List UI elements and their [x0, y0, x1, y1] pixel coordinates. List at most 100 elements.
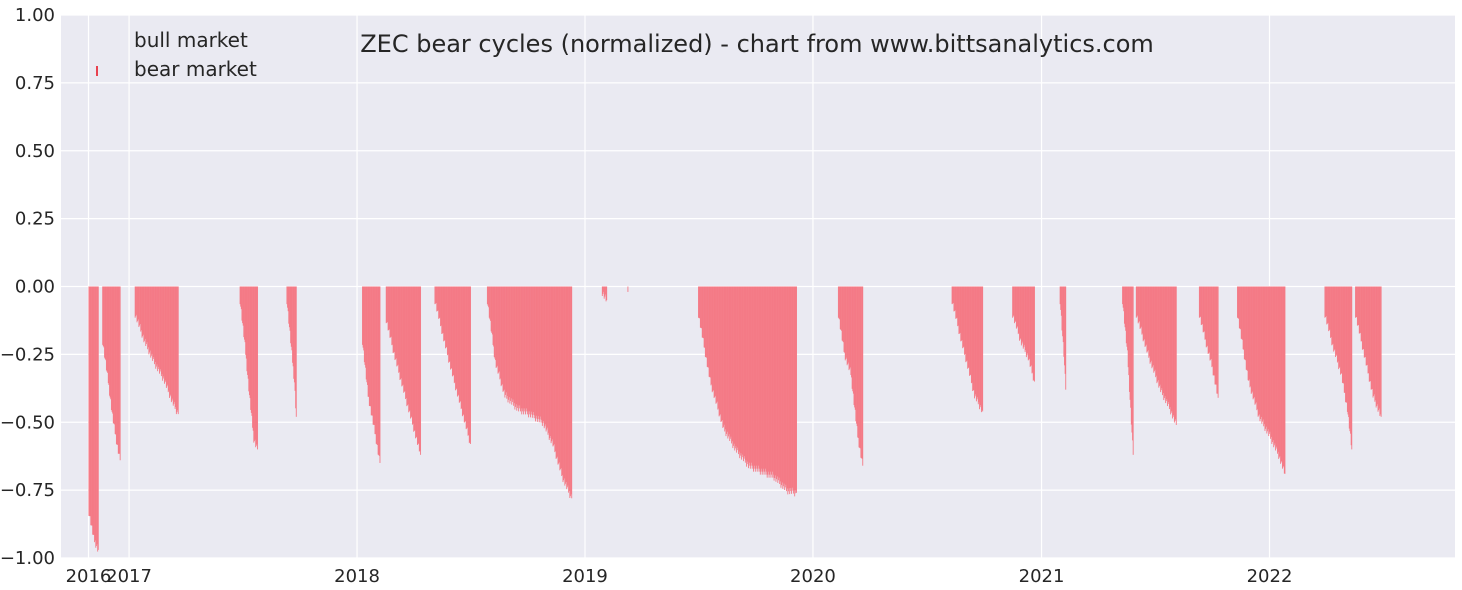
bear-bar: [1248, 286, 1250, 380]
bear-bar: [1168, 286, 1170, 410]
bear-bar: [965, 286, 967, 363]
bear-bar: [1270, 286, 1272, 439]
bear-bar: [503, 286, 505, 390]
bear-bar: [708, 286, 710, 377]
bear-bar: [1255, 286, 1257, 403]
bear-bar: [1142, 286, 1143, 334]
bear-bar: [1016, 286, 1018, 328]
bear-bar: [1341, 286, 1343, 374]
bear-bar: [410, 286, 412, 418]
bear-bar: [164, 286, 166, 383]
bear-bar: [174, 286, 175, 402]
bear-bar: [508, 286, 510, 400]
bear-bar: [754, 286, 756, 472]
bear-bar: [248, 286, 250, 396]
bear-bar: [525, 286, 527, 412]
bear-bar: [1330, 286, 1332, 338]
bear-bar: [1169, 286, 1171, 408]
bear-bar: [563, 286, 565, 479]
bear-bar: [1129, 286, 1131, 400]
bear-bar: [958, 286, 960, 335]
bear-bar: [1258, 286, 1260, 416]
bear-bar: [528, 286, 530, 418]
bear-bar: [451, 286, 453, 369]
bear-bar: [722, 286, 724, 428]
bear-bar: [506, 286, 508, 397]
bear-bar: [714, 286, 716, 396]
bear-bar: [1260, 286, 1262, 420]
bear-bar: [770, 286, 772, 478]
bear-bar: [523, 286, 525, 412]
bear-bar: [854, 286, 856, 408]
bear-bar: [553, 286, 555, 446]
bear-bar: [162, 286, 164, 379]
bear-bar: [959, 286, 961, 334]
bear-bar: [548, 286, 550, 433]
bear-bar: [1238, 286, 1240, 329]
bear-bar: [550, 286, 552, 444]
bear-bar: [571, 286, 573, 499]
bear-bar: [97, 286, 99, 552]
bear-bar: [518, 286, 520, 409]
bear-bar: [965, 286, 967, 362]
bear-bar: [495, 286, 496, 361]
bear-bar: [839, 286, 841, 330]
bear-bar: [442, 286, 444, 333]
bear-bar: [555, 286, 556, 452]
y-tick-label: 0.00: [15, 277, 55, 298]
bear-bar: [1018, 286, 1020, 333]
bear-bar: [445, 286, 446, 349]
bear-bar: [497, 286, 499, 374]
bear-bar: [1150, 286, 1152, 363]
bear-bar: [407, 286, 409, 405]
bear-bar: [720, 286, 722, 423]
bear-bar: [790, 286, 792, 488]
bear-bar: [292, 286, 293, 363]
bear-bar: [137, 286, 139, 320]
bear-bar: [961, 286, 963, 341]
bear-bar: [400, 286, 402, 379]
bear-bar: [713, 286, 715, 398]
bear-bar: [746, 286, 748, 467]
bear-bar: [517, 286, 519, 406]
bear-bar: [370, 286, 372, 416]
bear-bar: [732, 286, 734, 449]
bear-bar: [138, 286, 140, 327]
bear-bar: [512, 286, 514, 400]
bear-bar: [699, 286, 701, 319]
x-tick-label: 2017: [106, 566, 152, 587]
bear-bar: [94, 286, 95, 543]
bear-bar: [102, 286, 104, 345]
bear-bar: [1360, 286, 1362, 342]
bear-bar: [537, 286, 539, 419]
bear-bar: [1211, 286, 1213, 368]
bear-bar: [489, 286, 491, 320]
bear-bar: [387, 286, 389, 331]
bear-bar: [369, 286, 371, 407]
bear-bar: [784, 286, 786, 488]
bear-bar: [725, 286, 727, 437]
bear-bar: [1214, 286, 1216, 385]
bear-bar: [975, 286, 977, 402]
bear-bar: [118, 286, 120, 454]
bear-bar: [150, 286, 152, 358]
bear-bar: [438, 286, 440, 319]
bear-bar: [1024, 286, 1025, 345]
bear-bar: [777, 286, 779, 483]
bear-bar: [1032, 286, 1034, 373]
bear-bar: [1017, 286, 1019, 327]
bear-bar: [1351, 286, 1353, 450]
bear-bar: [166, 286, 168, 387]
bear-bar: [139, 286, 140, 326]
bear-bar: [975, 286, 977, 395]
bear-bar: [1375, 286, 1376, 401]
bear-bar: [114, 286, 116, 434]
bear-bar: [721, 286, 723, 422]
bear-bar: [156, 286, 158, 365]
bear-bar: [511, 286, 513, 405]
bear-bar: [551, 286, 553, 440]
bear-bar: [604, 286, 606, 295]
bear-bar: [1281, 286, 1283, 462]
bear-bar: [756, 286, 758, 466]
bear-bar: [1159, 286, 1161, 385]
